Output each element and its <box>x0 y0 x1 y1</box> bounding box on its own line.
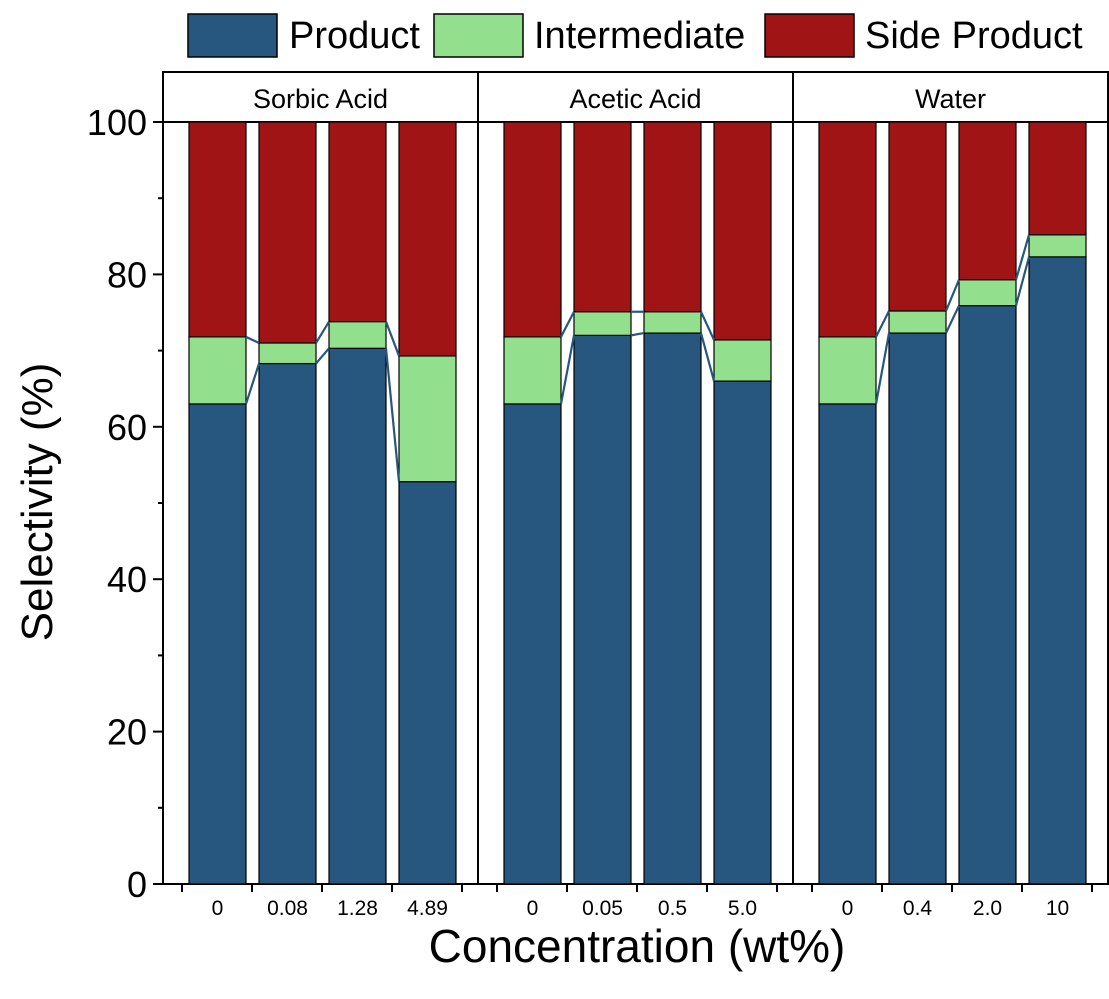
x-axis-label: Concentration (wt%) <box>429 920 846 972</box>
bar-product-4 <box>713 380 772 885</box>
connector-intermediate <box>315 321 330 344</box>
bar-side-product-3 <box>643 121 702 313</box>
bar-intermediate-4 <box>1028 234 1087 258</box>
connector-intermediate <box>245 335 260 344</box>
connector-product <box>559 335 576 405</box>
bar-side-product-4 <box>398 121 457 357</box>
bar-intermediate-4 <box>398 355 457 483</box>
connector-product <box>630 331 645 337</box>
y-tick-label: 0 <box>127 864 147 905</box>
legend-swatch-3 <box>764 13 855 58</box>
bar-product-3 <box>958 305 1017 885</box>
legend-swatch-2 <box>433 13 524 58</box>
bar-product-1 <box>818 403 877 885</box>
bar-side-product-1 <box>188 121 247 338</box>
x-tick-label: 0.08 <box>267 897 308 920</box>
x-tick-label: 0 <box>212 897 224 920</box>
legend-label-1: Product <box>289 15 420 57</box>
x-tick-label: 0.4 <box>903 897 933 920</box>
bar-intermediate-3 <box>328 321 387 349</box>
bar-side-product-3 <box>958 121 1017 281</box>
x-tick-label: 0 <box>842 897 854 920</box>
bar-product-1 <box>503 403 562 885</box>
x-tick-label: 1.28 <box>337 897 378 920</box>
x-tick-label: 5.0 <box>728 897 757 920</box>
panel-frame <box>792 71 1109 885</box>
x-tick-label: 0 <box>527 897 539 920</box>
bar-side-product-1 <box>503 121 562 338</box>
connector-intermediate <box>384 321 401 357</box>
y-tick-label: 100 <box>87 102 147 143</box>
bar-product-2 <box>258 362 317 885</box>
panel-2: Acetic Acid <box>477 71 794 885</box>
bar-product-2 <box>573 334 632 885</box>
bar-product-3 <box>643 332 702 885</box>
connector-intermediate <box>700 311 715 341</box>
bar-intermediate-1 <box>503 336 562 405</box>
legend-label-3: Side Product <box>865 15 1083 57</box>
y-tick-label: 60 <box>107 407 147 448</box>
connector-product <box>699 332 716 382</box>
x-tick-label: 4.89 <box>407 897 448 920</box>
bar-intermediate-2 <box>258 342 317 365</box>
connector-product <box>1014 256 1031 306</box>
bar-intermediate-3 <box>958 279 1017 307</box>
panel-1: Sorbic Acid <box>162 71 479 885</box>
bar-side-product-4 <box>1028 121 1087 236</box>
bar-intermediate-4 <box>713 339 772 382</box>
y-tick-label: 80 <box>107 254 147 295</box>
legend-label-2: Intermediate <box>534 15 745 57</box>
bar-side-product-2 <box>258 121 317 344</box>
bar-product-4 <box>398 481 457 885</box>
bar-side-product-4 <box>713 121 772 341</box>
bar-intermediate-2 <box>573 311 632 336</box>
bar-product-1 <box>188 403 247 885</box>
x-tick-label: 0.5 <box>658 897 687 920</box>
bar-side-product-2 <box>888 121 947 312</box>
bar-side-product-3 <box>328 121 387 323</box>
y-tick-label: 40 <box>107 559 147 600</box>
y-tick-label: 20 <box>107 712 147 753</box>
connector-product <box>384 348 401 482</box>
bar-product-4 <box>1028 256 1087 885</box>
bar-product-2 <box>888 332 947 885</box>
bar-side-product-1 <box>818 121 877 338</box>
x-axis: 0 0.08 1.28 4.89 0 0.05 0.5 5.0 0 0.4 2.0 10 <box>181 884 1093 920</box>
y-axis: 0 20 40 60 80 100 <box>87 102 163 905</box>
connector-intermediate <box>1014 234 1031 281</box>
x-tick-label: 2.0 <box>973 897 1002 920</box>
bar-intermediate-1 <box>818 336 877 405</box>
x-tick-label: 10 <box>1046 897 1069 920</box>
connector-product <box>315 347 330 365</box>
x-tick-label: 0.05 <box>582 897 623 920</box>
y-axis-label: Selectivity (%) <box>13 363 62 642</box>
panels: Sorbic Acid Acetic Acid Water <box>162 71 1109 885</box>
connector-product <box>244 363 261 405</box>
bar-intermediate-1 <box>188 336 247 405</box>
panel-title: Sorbic Acid <box>253 84 388 114</box>
connector-intermediate <box>560 311 575 338</box>
bar-intermediate-2 <box>888 310 947 334</box>
bar-intermediate-3 <box>643 311 702 334</box>
connector-product <box>874 332 891 405</box>
connector-product <box>945 305 960 334</box>
panel-title: Water <box>915 84 986 114</box>
panel-title: Acetic Acid <box>569 84 701 114</box>
legend: Product Intermediate Side Product <box>187 13 1083 58</box>
legend-swatch-1 <box>187 13 278 58</box>
panel-3: Water <box>792 71 1109 885</box>
bar-side-product-2 <box>573 121 632 313</box>
connector-intermediate <box>875 310 890 338</box>
connector-intermediate <box>944 279 961 312</box>
bar-product-3 <box>328 347 387 885</box>
